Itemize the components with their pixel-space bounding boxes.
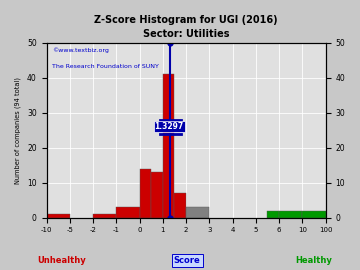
Text: ©www.textbiz.org: ©www.textbiz.org: [52, 48, 109, 53]
Bar: [186, 207, 209, 218]
Text: 1.3297: 1.3297: [155, 122, 184, 131]
Bar: [93, 214, 116, 218]
Bar: [151, 172, 163, 218]
Text: Healthy: Healthy: [295, 256, 332, 265]
Bar: [267, 211, 279, 218]
Bar: [46, 214, 70, 218]
Bar: [163, 74, 174, 218]
Bar: [302, 211, 325, 218]
Bar: [116, 207, 140, 218]
Bar: [174, 193, 186, 218]
Text: The Research Foundation of SUNY: The Research Foundation of SUNY: [52, 63, 159, 69]
Text: Score: Score: [174, 256, 201, 265]
Y-axis label: Number of companies (94 total): Number of companies (94 total): [15, 77, 22, 184]
Title: Z-Score Histogram for UGI (2016)
Sector: Utilities: Z-Score Histogram for UGI (2016) Sector:…: [94, 15, 278, 39]
Text: Unhealthy: Unhealthy: [37, 256, 86, 265]
Bar: [140, 169, 151, 218]
Bar: [279, 211, 302, 218]
